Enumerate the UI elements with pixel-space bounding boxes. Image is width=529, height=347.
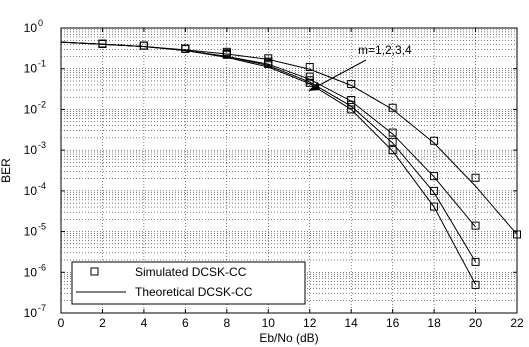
simulated-marker [430,186,439,195]
y-tick-exponent: -1 [38,59,46,69]
annotation-text: m=1,2,3,4 [358,43,412,57]
theoretical-line [60,41,476,285]
y-tick-label: 10 [24,21,38,35]
x-tick-label: 4 [141,316,148,330]
simulated-marker [388,137,397,146]
simulated-marker [471,257,480,266]
y-tick-label: 10 [24,102,38,116]
y-tick-exponent: -4 [38,181,46,191]
simulated-marker [430,172,439,181]
annotation: m=1,2,3,4 [308,43,412,91]
y-tick-label: 10 [24,62,38,76]
y-tick-exponent: -2 [38,99,46,109]
y-tick-base: 10 [24,143,38,157]
y-tick-exponent: -6 [38,262,46,272]
simulated-marker [181,44,190,53]
y-tick-exponent: -5 [38,222,46,232]
series-layer [60,39,521,289]
y-axis-label: BER [0,158,13,183]
simulated-marker [430,136,439,145]
simulated-marker [98,39,107,48]
y-tick-base: 10 [24,225,38,239]
x-tick-label: 14 [345,316,359,330]
series-group [60,39,480,266]
simulated-marker [471,221,480,230]
y-tick-exponent: 0 [38,18,43,28]
annotation-arrow [313,59,367,89]
simulated-marker [513,230,521,239]
y-tick-label: 10 [24,184,38,198]
y-tick-base: 10 [24,265,38,279]
annotation-arrow-head [308,82,320,91]
y-tick-exponent: -7 [38,303,46,313]
legend-label-theoretical: Theoretical DCSK-CC [135,285,253,299]
y-tick-label: 10 [24,306,38,320]
y-tick-base: 10 [24,62,38,76]
series-group [60,39,480,230]
x-tick-label: 22 [510,316,524,330]
x-tick-label: 10 [262,316,276,330]
x-axis-label: Eb/No (dB) [259,331,318,345]
y-tick-label: 10 [24,265,38,279]
series-group [60,39,521,239]
x-tick-label: 8 [223,316,230,330]
x-tick-label: 0 [58,316,65,330]
simulated-marker [347,80,356,89]
x-tick-label: 18 [427,316,441,330]
x-tick-label: 6 [182,316,189,330]
y-tick-base: 10 [24,102,38,116]
theoretical-line [60,41,518,235]
x-tick-label: 12 [303,316,317,330]
simulated-marker [347,96,356,105]
legend-box [71,261,306,305]
simulated-marker [222,50,231,59]
y-tick-base: 10 [24,306,38,320]
y-tick-exponent: -3 [38,140,46,150]
simulated-marker [347,100,356,109]
y-tick-label: 10 [24,143,38,157]
simulated-marker [305,78,314,87]
simulated-marker [305,63,314,72]
x-tick-label: 16 [386,316,400,330]
y-tick-base: 10 [24,21,38,35]
legend: Simulated DCSK-CC Theoretical DCSK-CC [71,261,306,305]
simulated-marker [388,103,397,112]
simulated-marker [388,146,397,155]
x-tick-label: 20 [469,316,483,330]
legend-label-simulated: Simulated DCSK-CC [135,265,247,279]
simulated-marker [388,128,397,137]
simulated-marker [347,105,356,114]
simulated-marker [139,41,148,50]
simulated-marker [264,60,273,69]
simulated-marker [471,280,480,289]
legend-marker-simulated [90,267,99,276]
y-tick-base: 10 [24,184,38,198]
simulated-marker [430,202,439,211]
plot-frame [60,27,518,314]
simulated-marker [471,173,480,182]
x-tick-label: 2 [99,316,106,330]
series-group [60,39,480,289]
y-tick-label: 10 [24,225,38,239]
